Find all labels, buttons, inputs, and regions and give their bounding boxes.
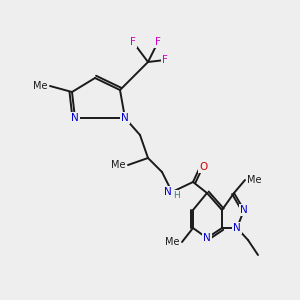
Text: Me: Me [166,237,180,247]
Text: N: N [71,113,79,123]
Text: N: N [233,223,241,233]
Text: F: F [155,37,161,47]
Text: F: F [130,37,136,47]
Text: Me: Me [112,160,126,170]
Text: O: O [199,162,207,172]
Text: F: F [162,55,168,65]
Text: H: H [174,190,180,200]
Text: N: N [164,187,172,197]
Text: N: N [121,113,129,123]
Text: N: N [203,233,211,243]
Text: N: N [240,205,248,215]
Text: Me: Me [247,175,262,185]
Text: Me: Me [34,81,48,91]
